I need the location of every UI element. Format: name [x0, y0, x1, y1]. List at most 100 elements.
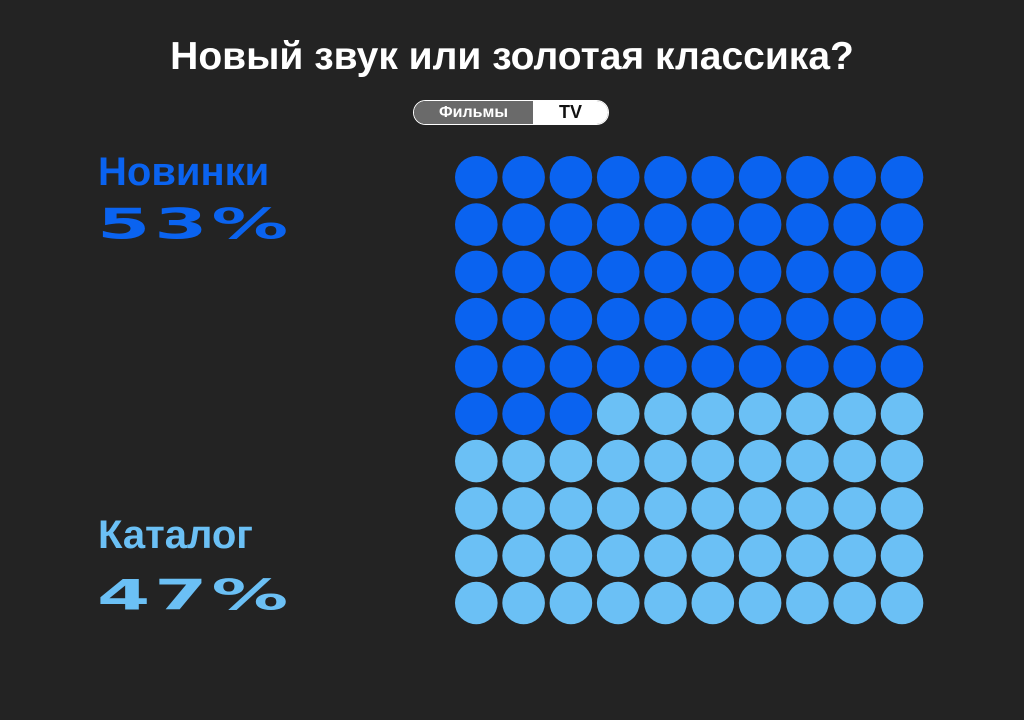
- waffle-dot-catalog: [549, 534, 593, 577]
- waffle-dot-new: [738, 345, 782, 388]
- waffle-dot-catalog: [691, 581, 735, 625]
- waffle-dot-new: [549, 392, 593, 436]
- waffle-dot-new: [691, 156, 735, 199]
- waffle-dot-catalog: [455, 581, 498, 625]
- waffle-dot-new: [455, 250, 498, 294]
- waffle-dot-new: [880, 156, 924, 199]
- waffle-dot-new: [596, 203, 640, 246]
- waffle-dot-catalog: [644, 581, 687, 625]
- waffle-dot-catalog: [833, 487, 876, 530]
- waffle-dot-catalog: [738, 581, 782, 625]
- waffle-dot-new: [596, 297, 640, 341]
- waffle-dot-catalog: [644, 534, 687, 577]
- waffle-dot-new: [596, 345, 640, 388]
- waffle-dot-catalog: [644, 392, 687, 436]
- waffle-dot-catalog: [738, 534, 782, 577]
- waffle-dot-new: [644, 203, 687, 246]
- waffle-dot-catalog: [596, 439, 640, 483]
- view-toggle[interactable]: Фильмы TV: [413, 100, 609, 125]
- waffle-dot-catalog: [596, 487, 640, 530]
- waffle-dot-new: [786, 203, 829, 246]
- waffle-dot-new: [549, 345, 593, 388]
- waffle-dot-catalog: [502, 534, 545, 577]
- waffle-dot-catalog: [691, 439, 735, 483]
- waffle-dot-catalog: [691, 534, 735, 577]
- waffle-dot-new: [502, 345, 545, 388]
- waffle-dot-catalog: [455, 534, 498, 577]
- waffle-dot-new: [786, 156, 829, 199]
- waffle-chart: [455, 156, 924, 625]
- waffle-dot-catalog: [691, 487, 735, 530]
- waffle-dot-new: [549, 203, 593, 246]
- waffle-dot-new: [786, 297, 829, 341]
- category-label-catalog: Каталог: [98, 513, 253, 557]
- waffle-dot-catalog: [833, 581, 876, 625]
- waffle-dot-new: [880, 345, 924, 388]
- waffle-dot-catalog: [644, 487, 687, 530]
- waffle-dot-catalog: [502, 439, 545, 483]
- waffle-dot-new: [644, 250, 687, 294]
- waffle-dot-new: [833, 250, 876, 294]
- waffle-dot-new: [502, 297, 545, 341]
- waffle-dot-new: [833, 156, 876, 199]
- waffle-dot-new: [738, 250, 782, 294]
- waffle-dot-new: [833, 345, 876, 388]
- waffle-dot-catalog: [596, 392, 640, 436]
- waffle-dot-catalog: [738, 392, 782, 436]
- percent-value-new: 53%: [97, 199, 293, 249]
- waffle-dot-new: [596, 250, 640, 294]
- waffle-dot-new: [786, 250, 829, 294]
- waffle-dot-new: [833, 203, 876, 246]
- percent-value-catalog: 47%: [97, 570, 293, 620]
- waffle-dot-new: [691, 250, 735, 294]
- waffle-dot-new: [644, 156, 687, 199]
- waffle-dot-new: [549, 250, 593, 294]
- waffle-dot-catalog: [596, 534, 640, 577]
- chart-title: Новый звук или золотая классика?: [170, 35, 854, 78]
- waffle-dot-new: [833, 297, 876, 341]
- waffle-dot-new: [455, 345, 498, 388]
- waffle-dot-new: [644, 345, 687, 388]
- waffle-dot-new: [455, 203, 498, 246]
- waffle-dot-catalog: [502, 581, 545, 625]
- waffle-dot-new: [880, 250, 924, 294]
- waffle-dot-catalog: [880, 439, 924, 483]
- waffle-dot-catalog: [786, 581, 829, 625]
- waffle-dot-new: [502, 392, 545, 436]
- waffle-dot-catalog: [880, 534, 924, 577]
- waffle-dot-new: [549, 156, 593, 199]
- waffle-dot-new: [502, 156, 545, 199]
- waffle-dot-catalog: [502, 487, 545, 530]
- waffle-dot-new: [549, 297, 593, 341]
- toggle-option-tv[interactable]: TV: [533, 101, 608, 124]
- waffle-dot-new: [502, 203, 545, 246]
- category-label-new: Новинки: [98, 150, 270, 194]
- waffle-dot-catalog: [596, 581, 640, 625]
- waffle-dot-new: [455, 392, 498, 436]
- waffle-dot-catalog: [833, 534, 876, 577]
- waffle-dot-new: [691, 297, 735, 341]
- waffle-dot-new: [644, 297, 687, 341]
- waffle-dot-catalog: [833, 439, 876, 483]
- waffle-dot-new: [596, 156, 640, 199]
- waffle-dot-catalog: [738, 487, 782, 530]
- waffle-dot-new: [691, 203, 735, 246]
- waffle-dot-new: [691, 345, 735, 388]
- waffle-dot-new: [880, 203, 924, 246]
- waffle-dot-catalog: [691, 392, 735, 436]
- toggle-option-films[interactable]: Фильмы: [414, 101, 533, 124]
- waffle-dot-new: [502, 250, 545, 294]
- waffle-dot-new: [455, 297, 498, 341]
- waffle-dot-new: [738, 297, 782, 341]
- waffle-dot-new: [738, 156, 782, 199]
- waffle-dot-catalog: [880, 487, 924, 530]
- waffle-dot-catalog: [786, 534, 829, 577]
- waffle-dot-catalog: [549, 581, 593, 625]
- waffle-dot-catalog: [833, 392, 876, 436]
- waffle-dot-new: [455, 156, 498, 199]
- waffle-dot-catalog: [786, 392, 829, 436]
- waffle-dot-catalog: [786, 487, 829, 530]
- waffle-dot-new: [880, 297, 924, 341]
- waffle-dot-catalog: [786, 439, 829, 483]
- waffle-dot-catalog: [455, 439, 498, 483]
